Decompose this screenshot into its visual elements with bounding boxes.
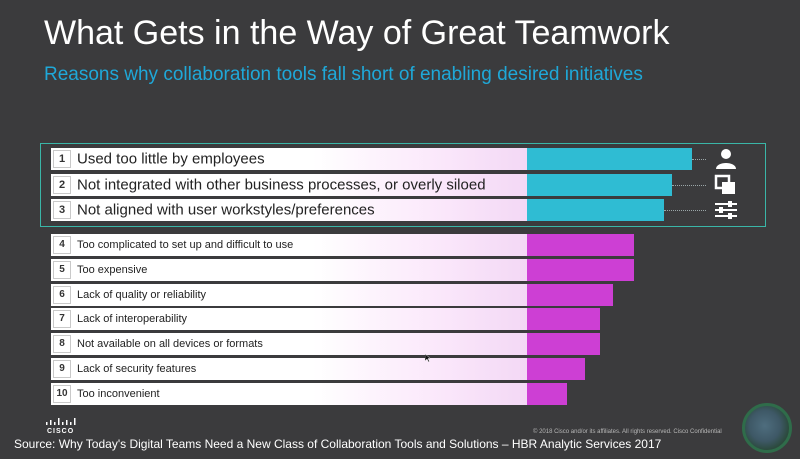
reason-row-1: 1 Used too little by employees <box>51 148 768 170</box>
reason-rank-badge: 2 <box>53 176 71 194</box>
reason-bar-background <box>51 199 527 221</box>
cisco-logo-icon <box>46 418 76 425</box>
reason-label: Too inconvenient <box>77 387 160 400</box>
presenter-orb-icon <box>742 403 792 453</box>
reason-value-bar <box>527 358 585 380</box>
leader-line <box>664 210 706 211</box>
reason-label: Too expensive <box>77 263 148 276</box>
reason-label: Not aligned with user workstyles/prefere… <box>77 201 375 219</box>
reason-bar-background <box>51 148 527 170</box>
reason-value-bar <box>527 308 600 331</box>
leader-line <box>672 185 706 186</box>
reason-value-bar <box>527 148 692 170</box>
reason-bar-background <box>51 358 527 380</box>
person-icon <box>713 148 739 170</box>
reason-row-9: 9 Lack of security features <box>51 358 768 380</box>
top-three-highlight-box <box>40 143 766 227</box>
reason-value-bar <box>527 174 672 196</box>
source-citation: Source: Why Today's Digital Teams Need a… <box>14 437 662 451</box>
reason-bar-background <box>51 283 527 306</box>
reason-rank-badge: 3 <box>53 201 71 219</box>
reason-bar-background <box>51 174 527 196</box>
reason-rank-badge: 10 <box>53 384 71 403</box>
reason-row-5: 5 Too expensive <box>51 258 768 281</box>
reason-label: Not integrated with other business proce… <box>77 176 486 194</box>
reason-rank-badge: 8 <box>53 335 71 354</box>
reason-value-bar <box>527 283 613 306</box>
slide-title: What Gets in the Way of Great Teamwork <box>44 14 670 52</box>
reason-value-bar <box>527 234 634 256</box>
reason-rank-badge: 6 <box>53 285 71 304</box>
reason-label: Lack of quality or reliability <box>77 288 207 301</box>
reason-bar-background <box>51 308 527 331</box>
slide-subtitle: Reasons why collaboration tools fall sho… <box>44 64 643 85</box>
reason-value-bar <box>527 199 664 221</box>
reason-rank-badge: 9 <box>53 360 71 378</box>
cisco-logo-text: CISCO <box>47 428 75 435</box>
reason-label: Too complicated to set up and difficult … <box>77 239 294 251</box>
reason-label: Lack of security features <box>77 363 197 375</box>
reason-bar-background <box>51 382 527 405</box>
reason-row-8: 8 Not available on all devices or formats <box>51 333 768 356</box>
mouse-cursor-icon <box>425 354 431 362</box>
leader-line <box>692 159 706 160</box>
reason-value-bar <box>527 258 634 281</box>
reason-row-7: 7 Lack of interoperability <box>51 308 768 331</box>
reason-row-3: 3 Not aligned with user workstyles/prefer… <box>51 199 768 221</box>
reason-bar-background <box>51 333 527 356</box>
reason-bar-background <box>51 258 527 281</box>
reason-rank-badge: 7 <box>53 310 71 329</box>
reason-row-4: 4 Too complicated to set up and difficult… <box>51 234 768 256</box>
reason-row-6: 6 Lack of quality or reliability <box>51 283 768 306</box>
reason-bar-background <box>51 234 527 256</box>
copyright-notice: © 2018 Cisco and/or its affiliates. All … <box>533 429 722 435</box>
sliders-icon <box>713 199 739 221</box>
reason-rank-badge: 5 <box>53 260 71 279</box>
reason-label: Used too little by employees <box>77 150 265 168</box>
reason-row-2: 2 Not integrated with other business proc… <box>51 174 768 196</box>
reason-label: Not available on all devices or formats <box>77 338 263 351</box>
reason-rank-badge: 1 <box>53 150 71 168</box>
reason-row-10: 10 Too inconvenient <box>51 382 768 405</box>
reason-value-bar <box>527 333 600 356</box>
layers-icon <box>713 174 739 196</box>
reason-label: Lack of interoperability <box>77 313 188 326</box>
reason-value-bar <box>527 382 567 405</box>
reason-rank-badge: 4 <box>53 236 71 254</box>
